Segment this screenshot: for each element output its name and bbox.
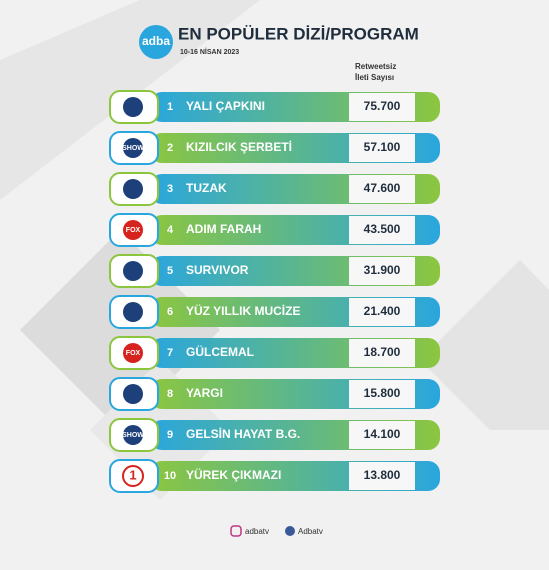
channel-logo: 1	[129, 467, 136, 482]
value-box	[349, 216, 415, 244]
channel-icon	[122, 465, 144, 487]
channel-icon	[123, 261, 143, 281]
instagram-handle[interactable]: adbatv	[245, 527, 269, 536]
program-name: TUZAK	[186, 181, 227, 195]
value-box	[349, 380, 415, 408]
rank: 5	[167, 265, 173, 277]
value: 15.800	[364, 386, 401, 400]
channel-logo: SHOW	[122, 432, 144, 439]
program-name: GELSİN HAYAT B.G.	[186, 426, 300, 441]
column-title: Retweetsiz	[355, 62, 396, 71]
value: 43.500	[364, 222, 401, 236]
value: 13.800	[364, 468, 401, 482]
value-box	[349, 298, 415, 326]
value: 21.400	[364, 304, 401, 318]
program-name: YALI ÇAPKINI	[186, 99, 265, 113]
program-name: YÜZ YILLIK MUCİZE	[186, 303, 300, 318]
logo-circle	[139, 25, 173, 59]
channel-logo: FOX	[126, 227, 141, 234]
subtitle: 10-16 NİSAN 2023	[180, 48, 239, 56]
bg-shape	[420, 260, 549, 430]
rank: 7	[167, 347, 173, 359]
value: 47.600	[364, 181, 401, 195]
instagram-icon	[230, 525, 242, 537]
rank: 1	[167, 101, 173, 113]
rank: 4	[167, 224, 174, 236]
channel-icon	[123, 384, 143, 404]
channel-icon	[123, 179, 143, 199]
rank: 6	[167, 306, 173, 318]
program-name: GÜLCEMAL	[186, 344, 254, 359]
value-box	[349, 257, 415, 285]
value: 57.100	[364, 140, 401, 154]
value-box	[349, 339, 415, 367]
value: 18.700	[364, 345, 401, 359]
value-box	[349, 175, 415, 203]
facebook-icon	[285, 526, 295, 536]
value-box	[349, 462, 415, 490]
value-box	[349, 421, 415, 449]
title: EN POPÜLER DİZİ/PROGRAM	[178, 24, 419, 43]
channel-icon	[123, 220, 143, 240]
facebook-handle[interactable]: Adbatv	[298, 527, 323, 536]
rank: 2	[167, 142, 173, 154]
logo-text: adba	[142, 34, 170, 48]
program-name: SURVIVOR	[186, 263, 249, 277]
channel-icon	[123, 302, 143, 322]
value-box	[349, 93, 415, 121]
channel-logo: SHOW	[122, 145, 144, 152]
program-name: ADIM FARAH	[186, 222, 261, 236]
channel-icon	[123, 425, 143, 445]
rank: 9	[167, 429, 173, 441]
program-name: KIZILCIK ŞERBETİ	[186, 139, 292, 154]
channel-logo: FOX	[126, 350, 141, 357]
rank: 8	[167, 388, 173, 400]
channel-icon	[123, 97, 143, 117]
value-box	[349, 134, 415, 162]
channel-icon	[123, 138, 143, 158]
column-title: İleti Sayısı	[355, 73, 394, 82]
rank: 3	[167, 183, 173, 195]
channel-icon	[123, 343, 143, 363]
value: 75.700	[364, 99, 401, 113]
value: 31.900	[364, 263, 401, 277]
rank: 10	[164, 470, 176, 482]
value: 14.100	[364, 427, 401, 441]
program-name: YÜREK ÇIKMAZI	[186, 467, 281, 482]
program-name: YARGI	[186, 386, 223, 400]
